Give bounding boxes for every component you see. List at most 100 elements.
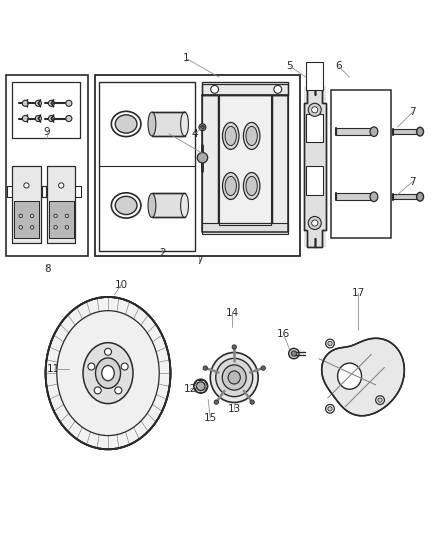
Circle shape [197, 152, 208, 163]
Circle shape [250, 400, 254, 405]
Circle shape [30, 225, 34, 229]
Circle shape [65, 225, 69, 229]
Bar [306, 114, 323, 142]
Text: 12: 12 [184, 384, 198, 394]
Ellipse shape [228, 371, 240, 384]
Circle shape [378, 398, 382, 402]
Circle shape [376, 396, 385, 405]
Circle shape [19, 214, 22, 217]
Circle shape [328, 407, 332, 411]
Polygon shape [12, 166, 41, 243]
Ellipse shape [246, 176, 257, 196]
Ellipse shape [148, 112, 156, 136]
Circle shape [274, 85, 282, 93]
Circle shape [35, 100, 42, 107]
Ellipse shape [223, 173, 239, 199]
Polygon shape [304, 86, 325, 247]
Text: 11: 11 [47, 364, 60, 374]
Circle shape [325, 339, 334, 348]
Polygon shape [336, 128, 374, 135]
Text: 13: 13 [228, 404, 241, 414]
Circle shape [203, 366, 208, 370]
Ellipse shape [370, 127, 378, 136]
Circle shape [105, 349, 112, 356]
Circle shape [22, 116, 28, 122]
Text: 14: 14 [226, 308, 239, 318]
Circle shape [48, 116, 54, 122]
Ellipse shape [46, 297, 170, 449]
Polygon shape [336, 193, 374, 200]
Polygon shape [47, 166, 75, 243]
Circle shape [30, 214, 34, 217]
Text: 10: 10 [114, 280, 127, 290]
Text: 4: 4 [192, 129, 198, 139]
Circle shape [19, 225, 22, 229]
Circle shape [312, 107, 318, 113]
Polygon shape [219, 94, 271, 225]
Text: 1: 1 [183, 53, 190, 63]
Ellipse shape [194, 379, 208, 393]
Circle shape [59, 183, 64, 188]
Bar [99, 82, 195, 251]
Ellipse shape [115, 196, 137, 215]
Circle shape [94, 387, 101, 394]
Polygon shape [202, 84, 288, 94]
Circle shape [54, 214, 57, 217]
Polygon shape [393, 194, 420, 199]
Text: 3: 3 [166, 129, 172, 139]
Bar [6, 75, 88, 256]
Text: 6: 6 [336, 61, 342, 71]
Ellipse shape [338, 363, 361, 389]
Ellipse shape [216, 358, 253, 397]
Polygon shape [304, 86, 325, 247]
Ellipse shape [244, 173, 260, 199]
Ellipse shape [196, 382, 205, 391]
Ellipse shape [225, 176, 237, 196]
Ellipse shape [223, 123, 239, 149]
Polygon shape [321, 338, 404, 416]
Circle shape [35, 116, 42, 122]
Polygon shape [202, 219, 288, 234]
Circle shape [328, 341, 332, 346]
Circle shape [22, 100, 28, 107]
Circle shape [289, 349, 299, 359]
Circle shape [65, 214, 69, 217]
Circle shape [54, 225, 57, 229]
Circle shape [201, 125, 204, 129]
Circle shape [115, 387, 122, 394]
Text: 7: 7 [410, 107, 416, 117]
Text: 5: 5 [286, 61, 293, 71]
Ellipse shape [180, 193, 188, 217]
Text: 17: 17 [352, 288, 365, 298]
Circle shape [48, 100, 54, 107]
Polygon shape [393, 129, 420, 134]
Circle shape [308, 103, 321, 116]
Text: 15: 15 [204, 413, 217, 423]
Text: 7: 7 [196, 256, 203, 266]
Circle shape [66, 100, 72, 107]
Ellipse shape [148, 193, 156, 217]
Circle shape [88, 363, 95, 370]
Circle shape [66, 116, 72, 122]
Circle shape [214, 400, 219, 405]
Ellipse shape [417, 192, 424, 201]
Text: 7: 7 [410, 176, 416, 187]
Bar [306, 62, 323, 90]
Ellipse shape [370, 192, 378, 201]
Ellipse shape [115, 115, 137, 133]
Circle shape [24, 183, 29, 188]
Circle shape [291, 351, 297, 356]
Circle shape [211, 85, 219, 93]
Bar [331, 90, 391, 238]
Ellipse shape [102, 366, 114, 381]
Ellipse shape [180, 112, 188, 136]
Polygon shape [152, 193, 184, 217]
Polygon shape [49, 200, 74, 238]
Circle shape [325, 405, 334, 413]
Ellipse shape [210, 352, 258, 402]
Ellipse shape [417, 127, 424, 136]
Circle shape [199, 124, 206, 131]
Ellipse shape [244, 123, 260, 149]
Ellipse shape [222, 365, 246, 390]
Ellipse shape [57, 311, 159, 435]
